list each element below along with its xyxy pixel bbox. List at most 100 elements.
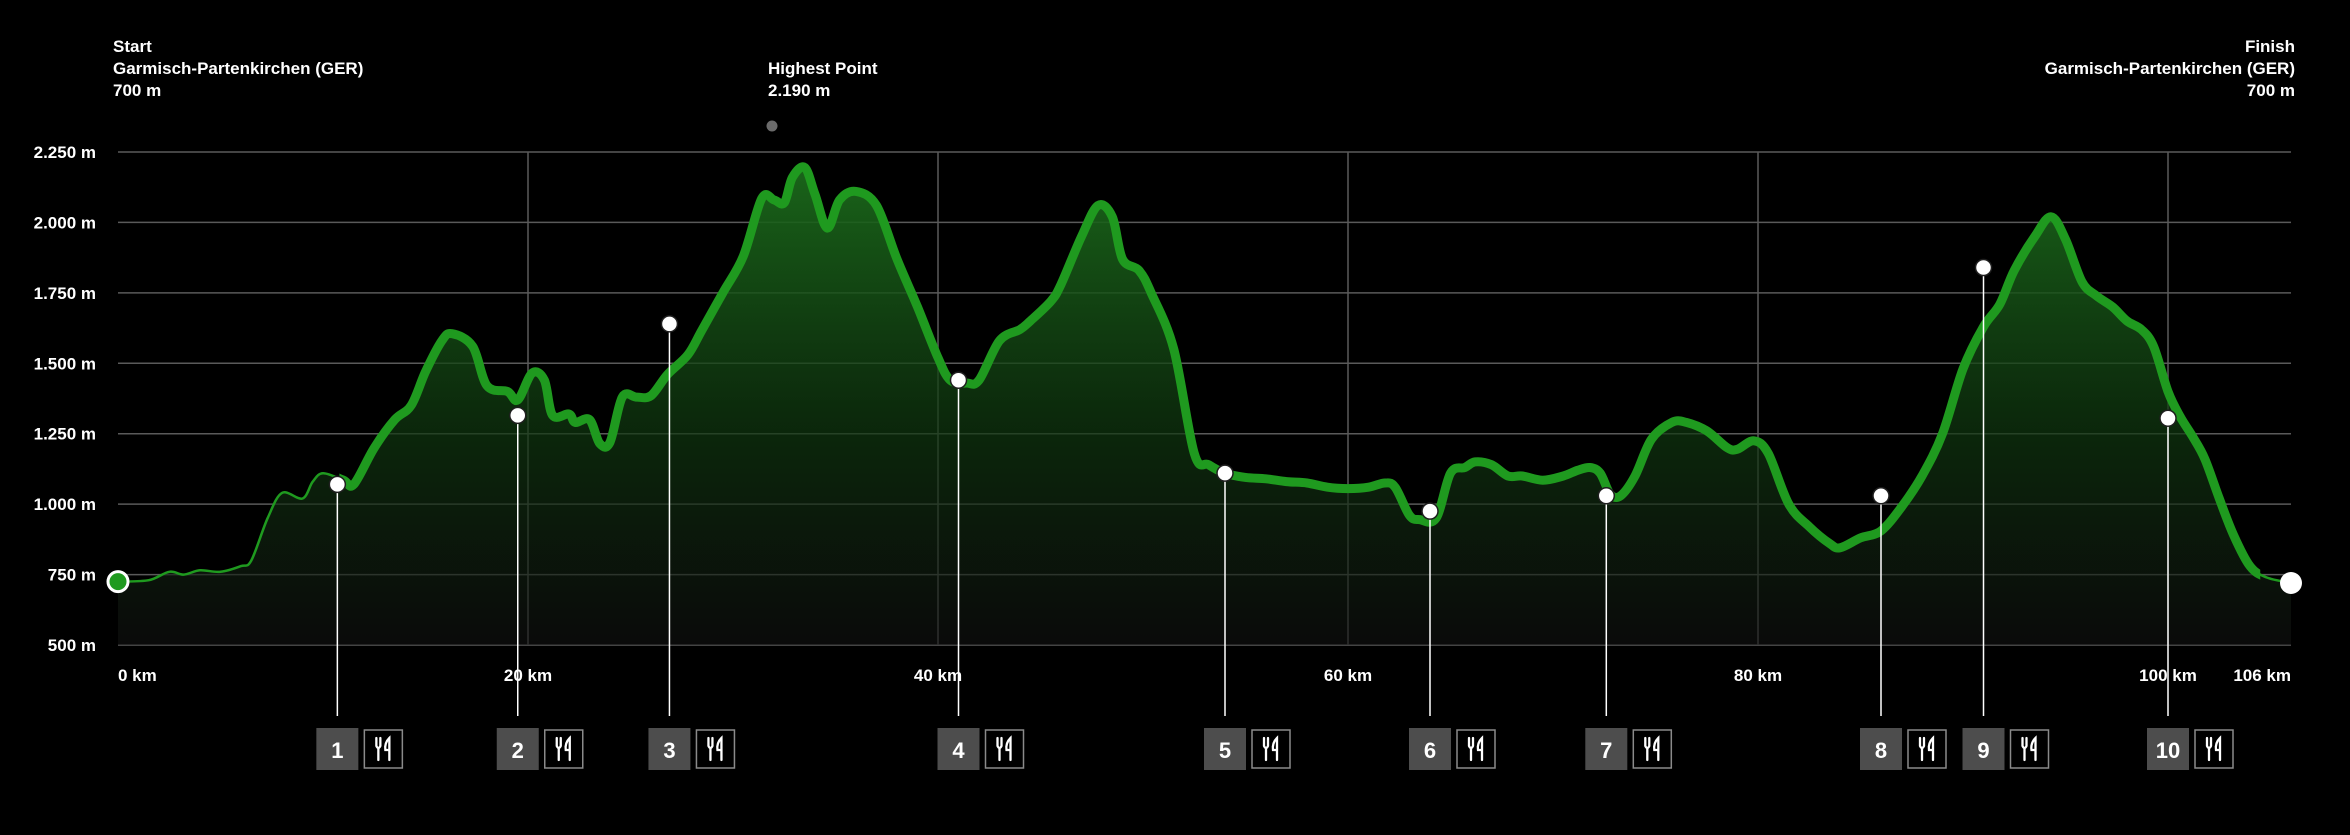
aid-station-box	[1907, 729, 1947, 769]
checkpoint-dot	[1974, 258, 1993, 277]
checkpoint-badge	[1409, 728, 1451, 770]
aid-station-box	[363, 729, 404, 769]
checkpoint-dot	[1597, 486, 1616, 505]
fork-shape	[1918, 736, 1926, 762]
fork-knife-icon	[555, 735, 571, 762]
checkpoint-badge	[937, 728, 980, 770]
finish-marker	[2280, 572, 2302, 595]
checkpoint-dot	[1216, 464, 1234, 482]
fork-shape	[1644, 736, 1651, 762]
y-tick-label: 1.000 m	[34, 495, 96, 514]
highest-point-altitude: 2.190 m	[768, 81, 831, 100]
aid-station-box	[1456, 729, 1496, 769]
checkpoint-dot	[949, 371, 968, 389]
fork-knife-icon	[707, 735, 723, 762]
knife-shape	[2030, 735, 2037, 762]
checkpoint-dot	[2159, 409, 2177, 427]
knife-shape	[1271, 735, 1279, 762]
fork-knife-icon	[375, 735, 391, 762]
aid-station-box	[984, 729, 1025, 769]
knife-shape	[384, 735, 391, 762]
checkpoint-number: 6	[1424, 738, 1436, 763]
y-tick-label: 750 m	[48, 566, 96, 585]
fork-shape	[2021, 736, 2028, 762]
checkpoint-badge	[1962, 728, 2005, 770]
elevation-line-thick	[339, 162, 2261, 580]
x-tick-label: 40 km	[914, 666, 962, 685]
checkpoint-badge	[1860, 728, 1902, 770]
start-altitude: 700 m	[113, 81, 162, 100]
checkpoint-number: 3	[663, 738, 675, 763]
y-tick-label: 500 m	[48, 636, 96, 655]
start-marker	[106, 570, 130, 594]
aid-station-box	[544, 729, 584, 769]
highest-point-marker	[766, 120, 778, 132]
fork-shape	[2205, 736, 2213, 762]
finish-header: Finish Garmisch-Partenkirchen (GER) 700 …	[2045, 36, 2295, 102]
checkpoint-number: 10	[2156, 738, 2180, 763]
x-tick-label: 0 km	[118, 666, 157, 685]
highest-point-title: Highest Point	[768, 59, 878, 78]
fork-shape	[375, 736, 382, 762]
fork-knife-icon	[1262, 735, 1279, 762]
aid-station-box	[2009, 729, 2050, 769]
start-title: Start	[113, 37, 152, 56]
x-tick-label: 80 km	[1734, 666, 1782, 685]
aid-station-box	[2194, 729, 2234, 769]
checkpoint-dot	[328, 475, 347, 494]
knife-shape	[1476, 735, 1484, 762]
checkpoint-number: 4	[952, 738, 965, 763]
checkpoint-badge	[316, 728, 359, 770]
checkpoint-badge	[648, 728, 691, 770]
axes: 500 m 750 m 1.000 m 1.250 m 1.500 m 1.750 m 2.…	[34, 120, 2291, 685]
knife-shape	[1005, 735, 1012, 762]
checkpoint-badge	[2147, 728, 2189, 770]
fork-shape	[996, 736, 1003, 762]
aid-station-box	[1251, 729, 1291, 769]
checkpoint-number: 5	[1219, 738, 1231, 763]
y-tick-label: 2.250 m	[34, 143, 96, 162]
elevation-fill	[118, 166, 2291, 645]
fork-shape	[555, 736, 562, 762]
checkpoint-dot	[509, 406, 527, 425]
x-tick-label: 106 km	[2233, 666, 2291, 685]
fork-knife-icon	[1644, 735, 1660, 762]
checkpoint-number: 2	[512, 738, 524, 763]
checkpoint-badge	[1585, 728, 1628, 770]
start-header: Start Garmisch-Partenkirchen (GER) 700 m	[113, 36, 363, 102]
checkpoint-number: 8	[1875, 738, 1887, 763]
x-tick-label: 20 km	[504, 666, 552, 685]
highest-point-header: Highest Point 2.190 m	[768, 58, 878, 102]
knife-shape	[716, 735, 723, 762]
elevation-area	[118, 166, 2291, 645]
start-place: Garmisch-Partenkirchen (GER)	[113, 59, 364, 78]
checkpoint-dot	[660, 315, 679, 333]
y-tick-label: 1.250 m	[34, 425, 96, 444]
fork-knife-icon	[1467, 735, 1484, 762]
fork-shape	[707, 736, 714, 762]
checkpoint-dot	[1421, 502, 1439, 520]
fork-knife-icon	[1918, 735, 1935, 762]
fork-knife-icon	[2021, 735, 2037, 762]
y-tick-label: 1.500 m	[34, 354, 96, 373]
y-tick-label: 1.750 m	[34, 284, 96, 303]
finish-title: Finish	[2244, 37, 2295, 56]
finish-place: Garmisch-Partenkirchen (GER)	[2044, 59, 2295, 78]
fork-knife-icon	[2205, 735, 2222, 762]
fork-shape	[1467, 736, 1475, 762]
fork-knife-icon	[996, 735, 1012, 762]
x-tick-label: 60 km	[1324, 666, 1372, 685]
checkpoint-number: 9	[1977, 738, 1989, 763]
fork-shape	[1262, 736, 1270, 762]
knife-shape	[1652, 735, 1660, 762]
checkpoints: 1 2 3 4 5 6 7 8 9 10	[106, 258, 2302, 770]
checkpoint-number: 7	[1600, 738, 1612, 763]
y-tick-label: 2.000 m	[34, 213, 96, 232]
aid-station-box	[695, 729, 736, 769]
checkpoint-dot	[1872, 486, 1890, 505]
knife-shape	[1927, 735, 1935, 762]
knife-shape	[564, 735, 571, 762]
aid-station-box	[1632, 729, 1673, 769]
finish-altitude: 700 m	[2246, 81, 2295, 100]
